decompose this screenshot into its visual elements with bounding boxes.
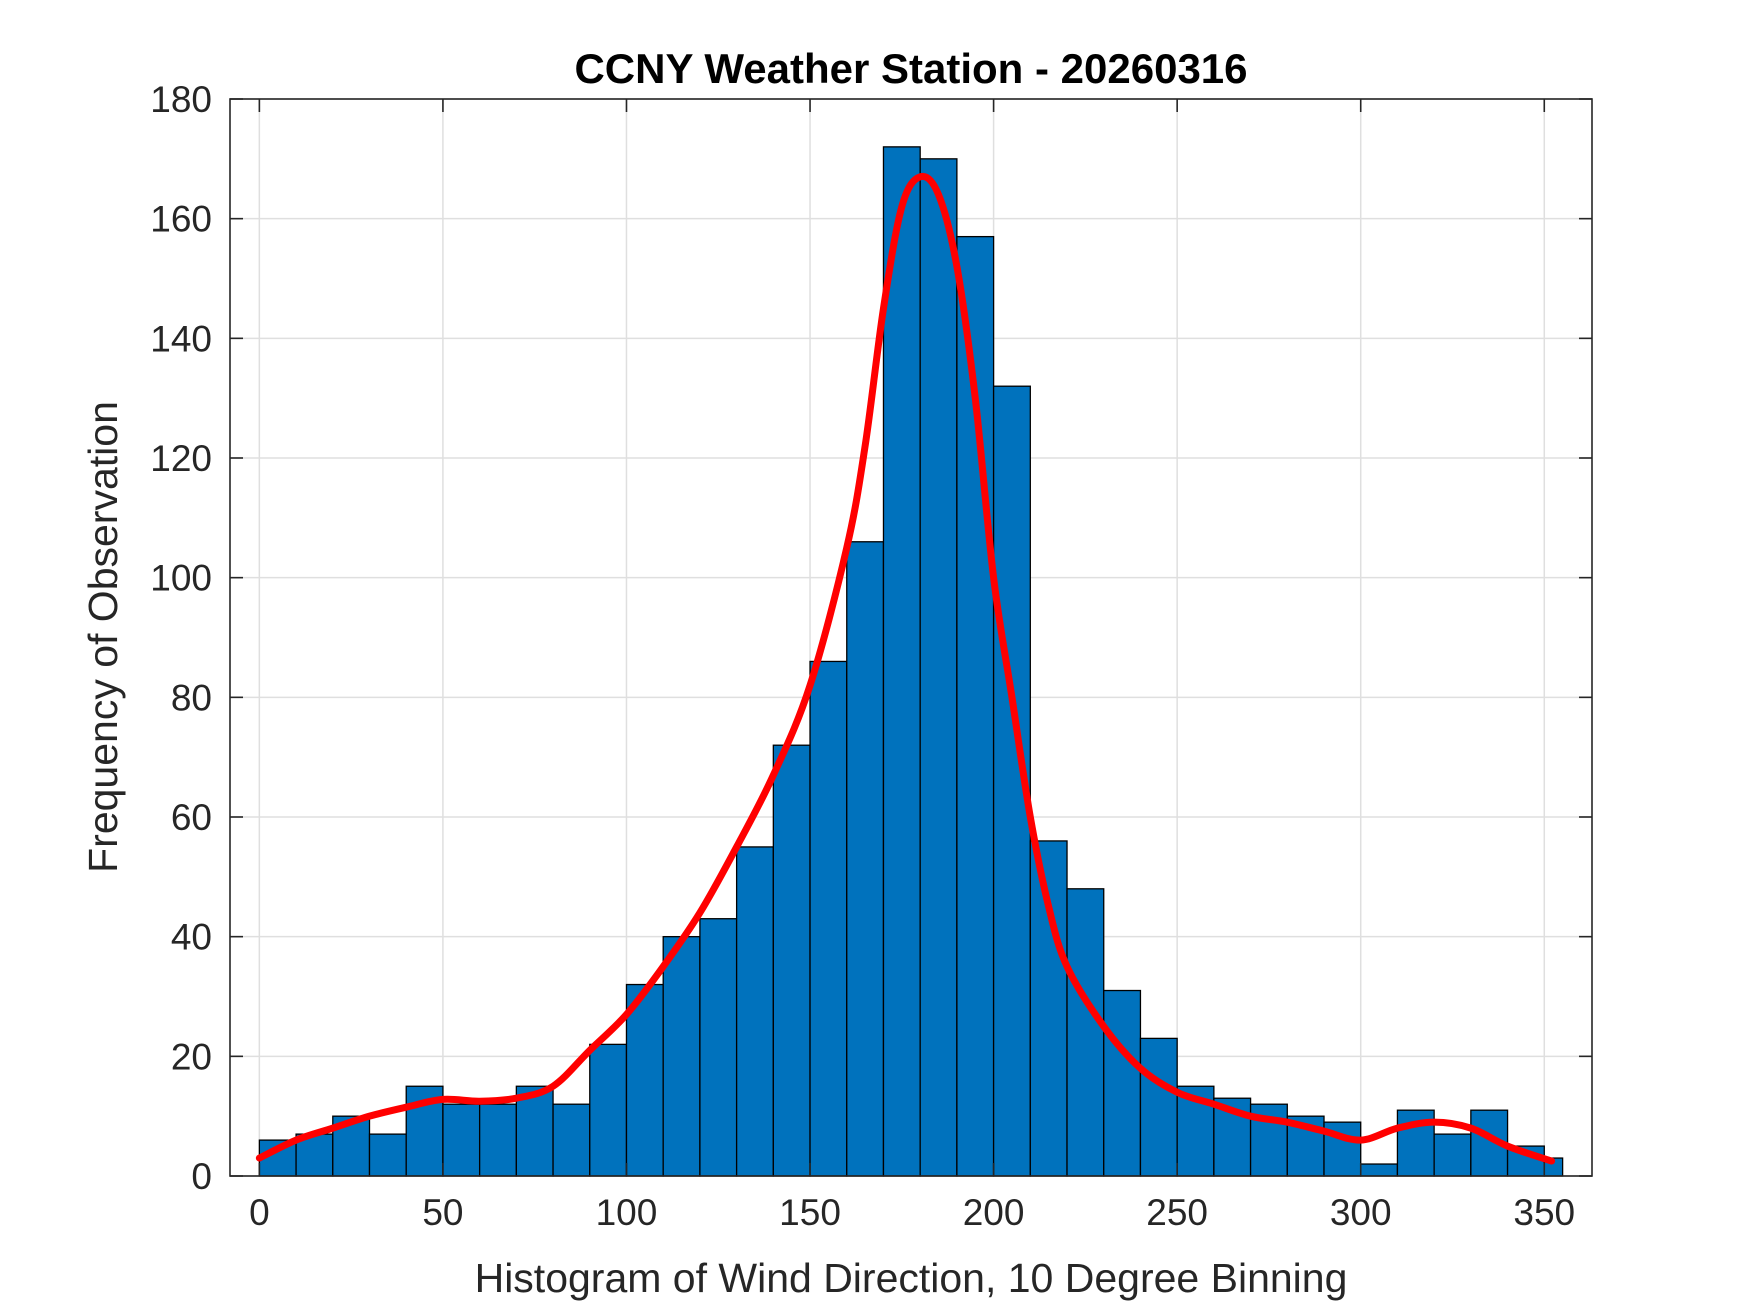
histogram-bar: [625, 983, 664, 1177]
axis-ticks: [230, 98, 1592, 1177]
histogram-bar: [882, 146, 921, 1177]
histogram-bar: [735, 846, 774, 1177]
chart-title: CCNY Weather Station - 20260316: [574, 45, 1247, 92]
histogram-bar: [809, 660, 848, 1177]
axes-box: [229, 98, 1593, 1177]
y-tick-label: 0: [191, 1156, 212, 1197]
histogram-bar: [772, 744, 811, 1177]
x-tick-label: 200: [963, 1192, 1025, 1233]
y-tick-label: 40: [171, 917, 212, 958]
histogram-bar: [1103, 989, 1142, 1177]
histogram-bar: [1029, 840, 1068, 1177]
x-tick-label: 0: [249, 1192, 270, 1233]
histogram-bar: [1066, 888, 1105, 1177]
y-tick-label: 180: [150, 79, 212, 120]
histogram-bar: [478, 1103, 518, 1177]
x-tick-label: 100: [596, 1192, 658, 1233]
y-tick-label: 80: [171, 677, 212, 718]
histogram-bar: [1139, 1037, 1178, 1177]
y-tick-label: 140: [150, 318, 212, 359]
y-tick-label: 20: [171, 1036, 212, 1077]
x-tick-label: 150: [779, 1192, 841, 1233]
y-tick-label: 120: [150, 438, 212, 479]
y-tick-label: 60: [171, 797, 212, 838]
histogram-bar: [919, 158, 958, 1177]
y-tick-labels: 0 20 40 60 80 100 120 140 160 180: [150, 79, 212, 1197]
histogram-bar: [1433, 1133, 1472, 1177]
x-tick-label: 50: [422, 1192, 463, 1233]
y-tick-label: 160: [150, 199, 212, 240]
histogram-bar: [699, 918, 738, 1177]
histogram-bar: [552, 1103, 591, 1177]
histogram-bar: [1360, 1163, 1399, 1177]
x-tick-label: 350: [1513, 1192, 1575, 1233]
fit-curve: [255, 172, 1556, 1165]
x-tick-label: 300: [1330, 1192, 1392, 1233]
x-tick-labels: 0 50 100 150 200 250 300 350: [249, 1192, 1575, 1233]
histogram-bar: [589, 1043, 628, 1177]
histogram-bar: [442, 1103, 481, 1177]
histogram-bar: [846, 541, 885, 1177]
histogram-bar: [368, 1133, 407, 1177]
x-tick-label: 250: [1146, 1192, 1208, 1233]
histogram-bar: [662, 936, 701, 1177]
y-tick-label: 100: [150, 558, 212, 599]
y-axis-label: Frequency of Observation: [80, 401, 126, 873]
x-axis-label: Histogram of Wind Direction, 10 Degree B…: [475, 1255, 1348, 1301]
histogram-bar: [515, 1085, 554, 1177]
